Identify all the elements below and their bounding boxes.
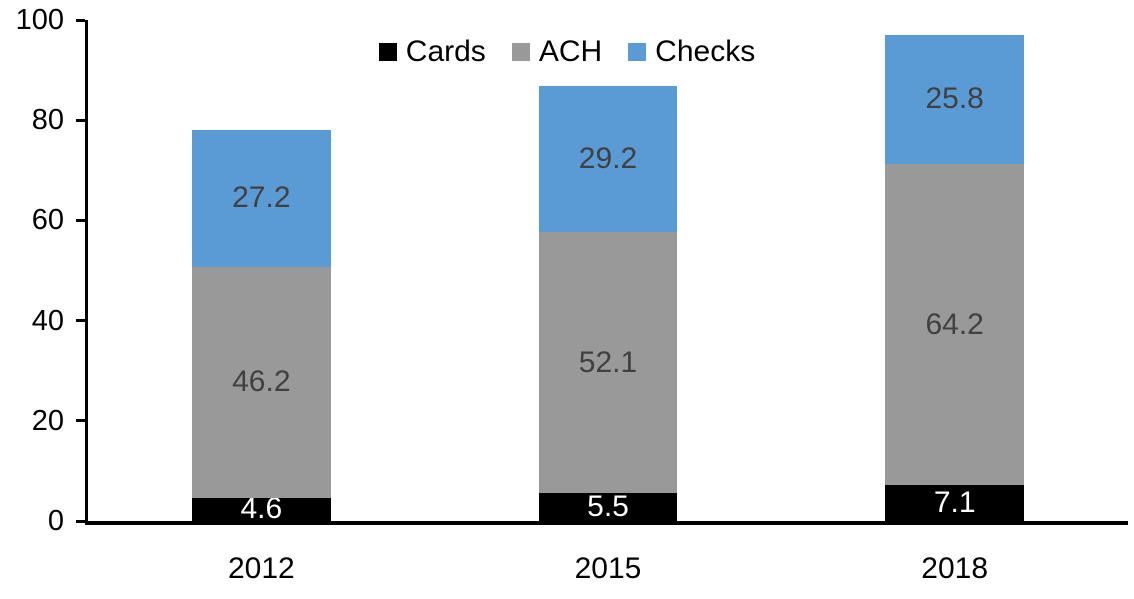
bar-segment-cards-2018: 7.1 [885, 485, 1024, 521]
y-axis-tick [76, 319, 85, 323]
legend: Cards ACH Checks [0, 36, 1134, 68]
legend-item-ach: ACH [511, 35, 603, 68]
legend-label: Checks [655, 35, 756, 68]
bar-2015: 5.5 52.1 29.2 [538, 20, 678, 524]
bar-group-2018: 7.1 64.2 25.8 [781, 20, 1128, 521]
bar-segment-checks-2012: 27.2 [192, 130, 331, 267]
bar-segment-label: 29.2 [578, 142, 638, 176]
legend-swatch-checks [628, 43, 647, 61]
x-axis-label-2012: 2012 [227, 552, 295, 585]
bar-segment-label: 25.8 [925, 82, 984, 116]
y-axis-labels: 0 20 40 60 80 100 [0, 5, 64, 536]
legend-swatch-cards [378, 43, 397, 61]
y-axis-tick-label: 40 [31, 304, 64, 337]
legend-swatch-ach [511, 43, 530, 61]
y-axis-tick-label: 100 [15, 4, 64, 36]
legend-item-checks: Checks [628, 36, 755, 68]
bar-segment-label: 7.1 [933, 486, 976, 520]
bar-segment-ach-2018: 64.2 [885, 163, 1024, 486]
y-axis-tick-label: 60 [31, 204, 64, 237]
bar-2012: 4.6 46.2 27.2 [192, 20, 331, 524]
y-axis-tick [76, 519, 85, 523]
x-axis-label-2018: 2018 [921, 552, 989, 585]
x-axis-line [85, 521, 1128, 525]
legend-label: Cards [405, 35, 486, 68]
y-axis-tick-label: 80 [31, 104, 64, 137]
y-axis-tick-label: 0 [47, 505, 64, 537]
bar-segment-label: 5.5 [587, 490, 629, 524]
x-axis-label-2015: 2015 [574, 552, 642, 585]
bar-group-2012: 4.6 46.2 27.2 [88, 20, 435, 524]
bar-segment-label: 4.6 [240, 492, 283, 526]
legend-item-cards: Cards [378, 35, 486, 68]
bar-2018: 7.1 64.2 25.8 [885, 20, 1024, 521]
bar-segment-checks-2015: 29.2 [538, 86, 678, 233]
bar-segment-cards-2015: 5.5 [538, 490, 678, 524]
bars-container: 4.6 46.2 27.2 5.5 52.1 29.2 7.1 64.2 25.8 [88, 20, 1128, 524]
legend-label: ACH [538, 35, 603, 68]
y-axis-tick [76, 18, 85, 22]
y-axis-tick [76, 419, 85, 423]
bar-segment-ach-2015: 52.1 [538, 232, 678, 494]
y-axis-tick-label: 20 [31, 404, 64, 437]
bar-segment-ach-2012: 46.2 [192, 266, 331, 498]
y-axis-line [85, 20, 88, 525]
bar-segment-checks-2018: 25.8 [885, 34, 1024, 164]
bar-segment-label: 27.2 [232, 181, 291, 215]
bar-group-2015: 5.5 52.1 29.2 [435, 20, 782, 524]
bar-segment-cards-2012: 4.6 [192, 494, 331, 524]
y-axis-tick [76, 218, 85, 222]
bar-segment-label: 46.2 [232, 365, 291, 399]
plot-area: 4.6 46.2 27.2 5.5 52.1 29.2 7.1 64.2 25.8 [76, 18, 1128, 525]
bar-segment-label: 52.1 [578, 345, 638, 379]
x-axis-labels: 2012 2015 2018 [88, 552, 1128, 586]
bar-segment-label: 64.2 [925, 307, 984, 341]
y-axis-tick [76, 118, 85, 122]
